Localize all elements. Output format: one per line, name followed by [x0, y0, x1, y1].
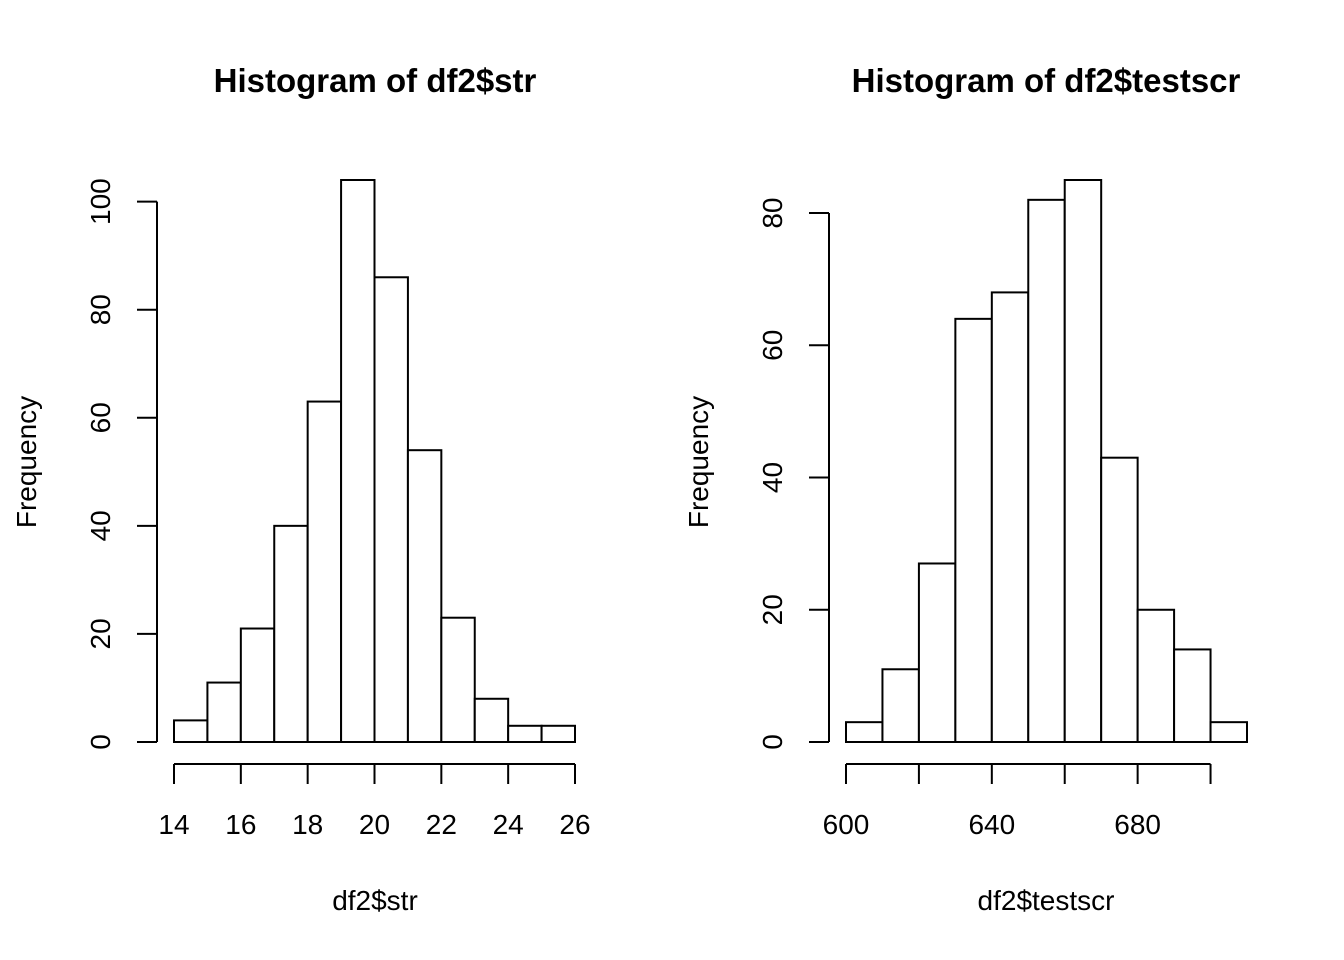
- x-tick-label: 20: [359, 809, 390, 840]
- x-axis: 14 16 18 20 22 24 26: [158, 763, 591, 840]
- bars: [173, 179, 576, 744]
- histogram-bar: [1136, 608, 1176, 743]
- histogram-bar: [540, 724, 576, 743]
- y-axis-title: Frequency: [11, 396, 42, 528]
- y-tick-label: 60: [85, 402, 116, 433]
- histogram-bar: [473, 697, 510, 743]
- y-axis-title: Frequency: [683, 396, 714, 528]
- histogram-bar: [845, 721, 884, 744]
- histogram-bar: [273, 524, 309, 743]
- y-axis: 0 20 40 60 80: [757, 197, 830, 750]
- histogram-bar: [1173, 648, 1212, 744]
- testscr-histogram-panel: Histogram of df2$testscr df2$testscr Fre…: [683, 62, 1248, 916]
- x-axis: 600 640 680: [823, 763, 1212, 840]
- histogram-bar: [440, 616, 476, 744]
- histogram-bar: [1027, 198, 1066, 744]
- y-tick-label: 100: [85, 178, 116, 225]
- y-tick-label: 40: [85, 510, 116, 541]
- histogram-bar: [206, 681, 242, 743]
- y-tick-label: 0: [85, 734, 116, 750]
- histogram-bar: [239, 627, 276, 743]
- y-tick-label: 80: [757, 197, 788, 228]
- histogram-bar: [173, 719, 209, 744]
- y-tick-label: 60: [757, 330, 788, 361]
- y-axis: 0 20 40 60 80 100: [85, 178, 158, 750]
- x-tick-label: 680: [1114, 809, 1161, 840]
- histogram-bar: [917, 562, 957, 744]
- histogram-bar: [990, 291, 1030, 743]
- y-tick-label: 40: [757, 462, 788, 493]
- histogram-bar: [881, 668, 920, 743]
- x-tick-label: 26: [559, 809, 590, 840]
- histogram-bar: [373, 276, 409, 743]
- y-tick-label: 20: [757, 594, 788, 625]
- x-tick-label: 24: [493, 809, 524, 840]
- histogram-bar: [507, 724, 543, 743]
- chart-title: Histogram of df2$testscr: [852, 62, 1241, 99]
- x-tick-label: 18: [292, 809, 323, 840]
- histogram-bar: [306, 400, 343, 743]
- histogram-bar: [1100, 456, 1139, 743]
- x-tick-label: 600: [823, 809, 870, 840]
- x-axis-title: df2$str: [332, 885, 418, 916]
- x-tick-label: 14: [158, 809, 189, 840]
- y-tick-label: 0: [757, 734, 788, 750]
- histogram-bar: [1209, 721, 1248, 744]
- histogram-bar: [406, 449, 443, 743]
- bars: [845, 179, 1248, 744]
- x-tick-label: 640: [968, 809, 1015, 840]
- x-tick-label: 22: [426, 809, 457, 840]
- y-tick-label: 20: [85, 618, 116, 649]
- histogram-bar: [954, 317, 993, 743]
- histogram-bar: [340, 179, 376, 743]
- x-axis-title: df2$testscr: [978, 885, 1115, 916]
- chart-title: Histogram of df2$str: [214, 62, 537, 99]
- str-histogram-panel: Histogram of df2$str df2$str Frequency 1…: [11, 62, 591, 916]
- histogram-bar: [1063, 179, 1103, 743]
- y-tick-label: 80: [85, 294, 116, 325]
- x-tick-label: 16: [225, 809, 256, 840]
